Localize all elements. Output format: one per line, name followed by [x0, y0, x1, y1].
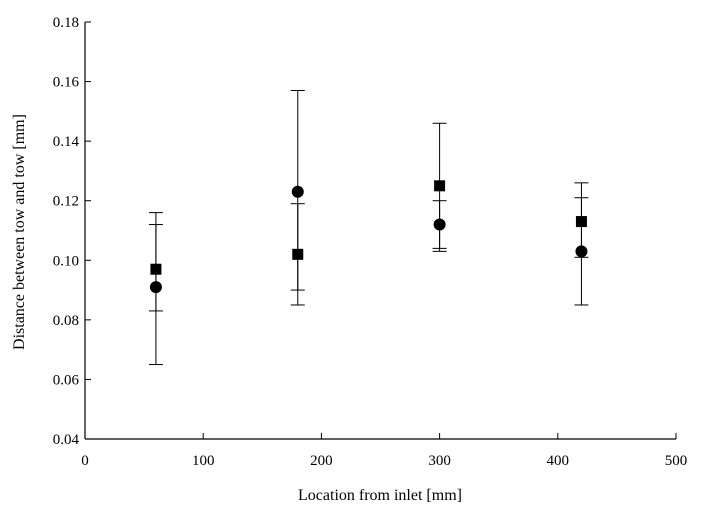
x-tick-label: 300	[428, 453, 451, 469]
x-axis-label: Location from inlet [mm]	[298, 487, 462, 504]
y-tick-label: 0.08	[53, 313, 79, 329]
axes	[84, 22, 676, 440]
x-tick-label: 200	[310, 453, 333, 469]
data-point-square	[292, 248, 304, 260]
data-point-circle	[291, 185, 304, 198]
y-axis-label: Distance between tow and tow [mm]	[11, 114, 28, 350]
y-tick-label: 0.16	[53, 75, 80, 91]
y-tick-label: 0.04	[53, 432, 80, 448]
x-tick-label: 0	[81, 453, 89, 469]
error-bars	[148, 90, 589, 366]
ticks: 0.04 0.06 0.08 0.10 0.12 0.14 0.16 0.18 0 100 200 3…	[53, 15, 688, 469]
x-tick-label: 500	[665, 453, 688, 469]
y-tick-label: 0.18	[53, 15, 79, 31]
data-markers	[149, 180, 588, 294]
data-point-circle	[575, 245, 588, 258]
data-point-square	[150, 263, 162, 275]
x-tick-label: 100	[192, 453, 215, 469]
data-point-square	[575, 216, 587, 228]
y-tick-label: 0.10	[53, 253, 79, 269]
y-tick-label: 0.12	[53, 194, 79, 210]
data-point-square	[434, 180, 446, 192]
y-tick-label: 0.14	[53, 134, 80, 150]
y-tick-label: 0.06	[53, 372, 80, 388]
x-tick-label: 400	[547, 453, 570, 469]
data-point-circle	[433, 218, 446, 231]
data-point-circle	[149, 281, 162, 294]
